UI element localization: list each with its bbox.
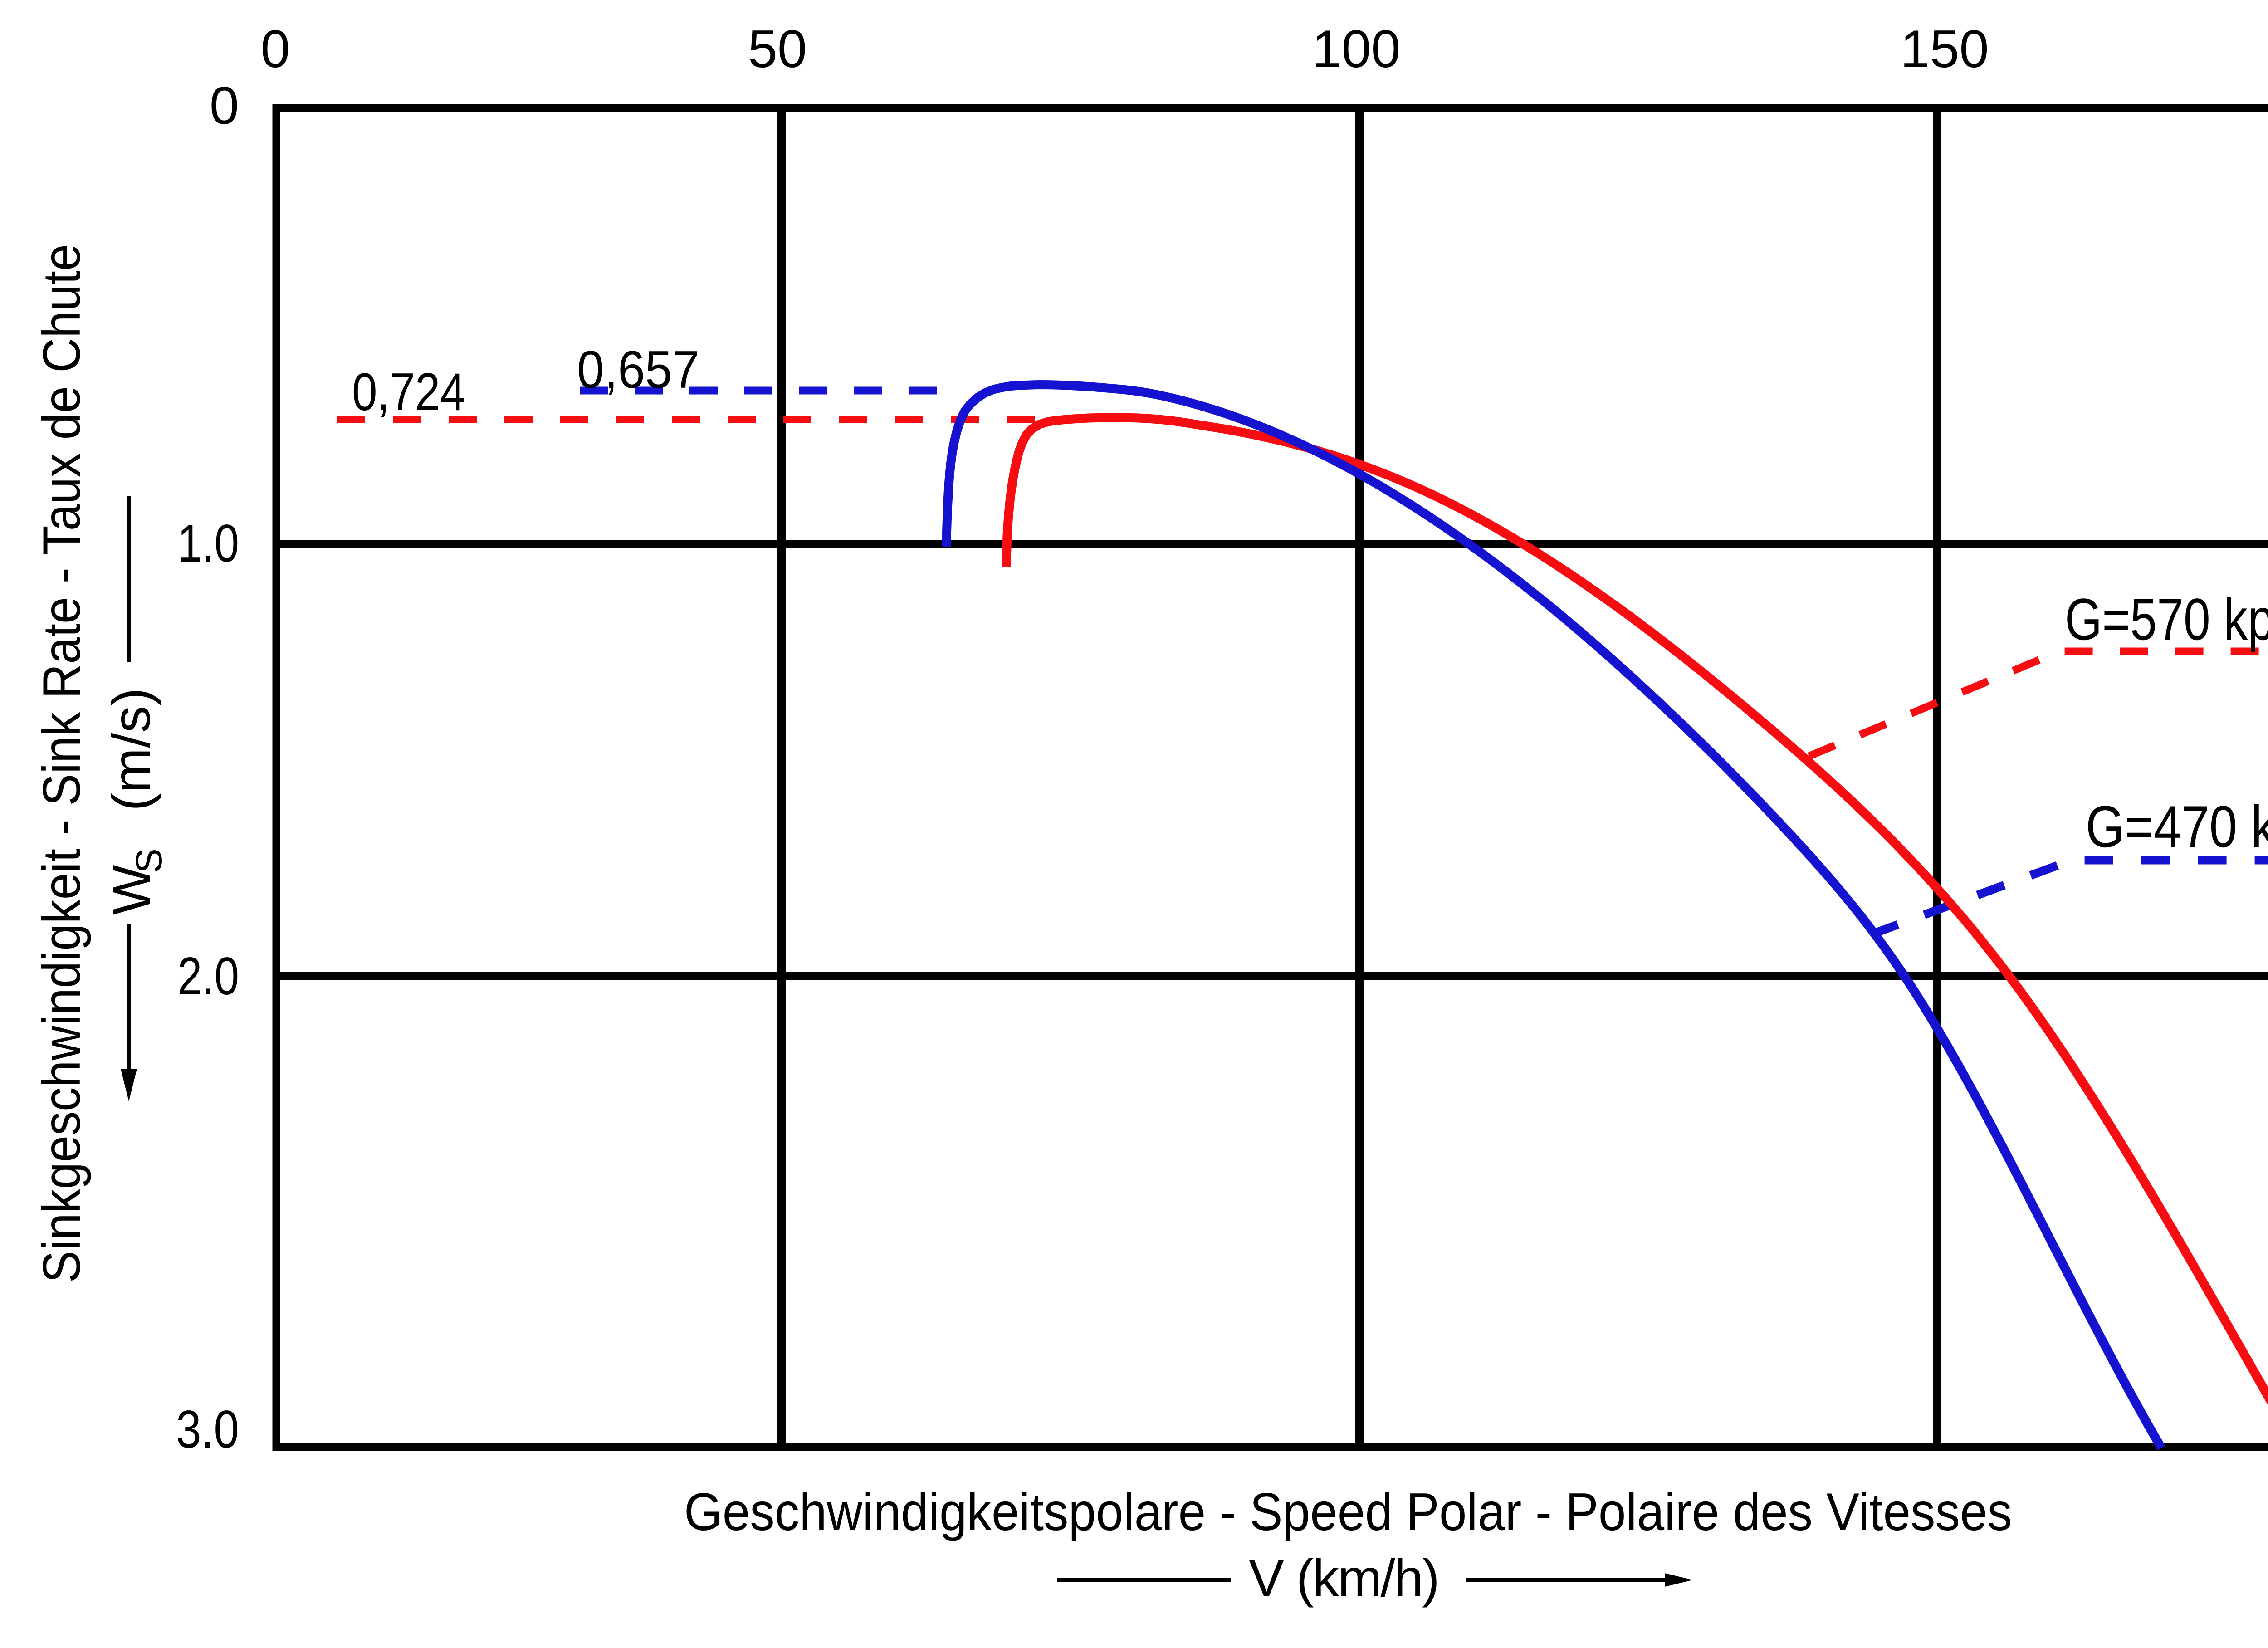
svg-text:0,724: 0,724	[352, 362, 465, 421]
svg-text:0: 0	[260, 19, 290, 78]
svg-text:V (km/h): V (km/h)	[1249, 1548, 1438, 1608]
svg-text:0,657: 0,657	[577, 340, 699, 399]
svg-text:G=570 kp: G=570 kp	[2065, 586, 2268, 652]
svg-text:100: 100	[1312, 19, 1400, 78]
svg-text:(m/s): (m/s)	[102, 688, 161, 811]
svg-text:Sinkgeschwindigkeit - Sink Rat: Sinkgeschwindigkeit - Sink Rate - Taux d…	[32, 244, 91, 1283]
svg-text:Geschwindigkeitspolare - Speed: Geschwindigkeitspolare - Speed Polar - P…	[684, 1482, 2012, 1541]
svg-text:1.0: 1.0	[177, 513, 239, 573]
svg-text:W: W	[102, 865, 161, 915]
svg-text:150: 150	[1900, 19, 1989, 78]
svg-text:G=470 kp: G=470 kp	[2086, 793, 2268, 860]
svg-text:2.0: 2.0	[177, 946, 239, 1006]
svg-text:3.0: 3.0	[176, 1399, 239, 1459]
svg-text:50: 50	[748, 19, 807, 78]
svg-text:0: 0	[210, 76, 239, 135]
svg-text:S: S	[128, 848, 170, 873]
